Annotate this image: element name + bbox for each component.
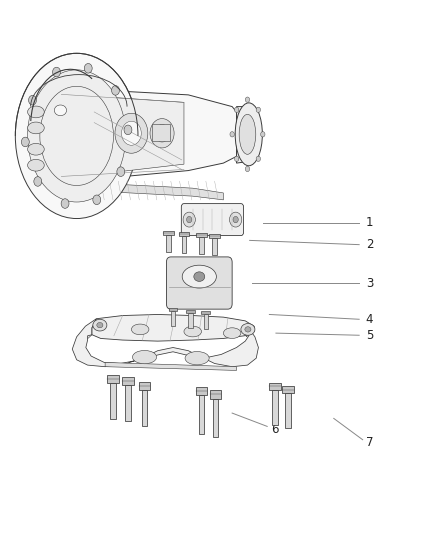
Ellipse shape xyxy=(28,143,44,155)
Ellipse shape xyxy=(182,265,216,288)
Ellipse shape xyxy=(261,132,265,137)
Ellipse shape xyxy=(241,324,255,335)
FancyBboxPatch shape xyxy=(196,233,207,237)
Ellipse shape xyxy=(132,351,157,364)
Text: 2: 2 xyxy=(366,238,373,251)
Polygon shape xyxy=(92,314,254,341)
Ellipse shape xyxy=(21,137,29,147)
Ellipse shape xyxy=(28,95,36,105)
Ellipse shape xyxy=(245,97,250,102)
Text: 6: 6 xyxy=(272,423,279,436)
FancyBboxPatch shape xyxy=(122,377,134,385)
Ellipse shape xyxy=(155,124,169,142)
Ellipse shape xyxy=(93,319,107,331)
Polygon shape xyxy=(246,326,254,337)
Ellipse shape xyxy=(184,326,201,337)
FancyBboxPatch shape xyxy=(269,383,281,390)
Polygon shape xyxy=(237,107,254,163)
Ellipse shape xyxy=(234,156,239,161)
FancyBboxPatch shape xyxy=(179,232,189,236)
Ellipse shape xyxy=(230,212,242,227)
Polygon shape xyxy=(213,399,218,437)
Polygon shape xyxy=(199,395,204,434)
Polygon shape xyxy=(72,319,258,367)
FancyBboxPatch shape xyxy=(163,231,174,235)
Ellipse shape xyxy=(84,63,92,73)
Ellipse shape xyxy=(28,159,44,171)
Polygon shape xyxy=(171,311,175,326)
FancyBboxPatch shape xyxy=(152,124,170,141)
Ellipse shape xyxy=(194,272,205,281)
Ellipse shape xyxy=(185,352,209,365)
Polygon shape xyxy=(110,383,116,419)
FancyBboxPatch shape xyxy=(282,386,294,393)
Polygon shape xyxy=(212,238,217,255)
Ellipse shape xyxy=(61,199,69,208)
FancyBboxPatch shape xyxy=(166,257,232,309)
FancyBboxPatch shape xyxy=(169,308,177,311)
Ellipse shape xyxy=(112,86,120,95)
Text: 1: 1 xyxy=(366,216,373,229)
FancyBboxPatch shape xyxy=(186,310,195,313)
Polygon shape xyxy=(142,390,147,426)
Ellipse shape xyxy=(115,114,148,154)
Ellipse shape xyxy=(234,107,239,112)
Ellipse shape xyxy=(187,216,192,223)
FancyBboxPatch shape xyxy=(138,382,151,390)
Ellipse shape xyxy=(121,122,141,146)
Ellipse shape xyxy=(239,114,256,155)
Ellipse shape xyxy=(183,212,195,227)
FancyBboxPatch shape xyxy=(195,387,208,395)
Text: 7: 7 xyxy=(366,436,373,449)
Polygon shape xyxy=(181,236,187,253)
Ellipse shape xyxy=(230,132,234,137)
Ellipse shape xyxy=(28,122,44,134)
Ellipse shape xyxy=(40,86,113,185)
Ellipse shape xyxy=(54,105,67,116)
FancyBboxPatch shape xyxy=(209,390,222,399)
Ellipse shape xyxy=(131,324,149,335)
Polygon shape xyxy=(125,385,131,421)
Polygon shape xyxy=(199,237,204,254)
FancyBboxPatch shape xyxy=(201,311,210,314)
Text: 4: 4 xyxy=(366,313,373,326)
Polygon shape xyxy=(61,88,240,182)
Ellipse shape xyxy=(15,53,138,219)
Polygon shape xyxy=(204,314,208,329)
Ellipse shape xyxy=(235,103,262,166)
Polygon shape xyxy=(105,362,237,370)
Ellipse shape xyxy=(93,195,101,205)
Ellipse shape xyxy=(28,106,44,118)
FancyBboxPatch shape xyxy=(209,235,220,238)
Polygon shape xyxy=(92,96,184,175)
Text: 5: 5 xyxy=(366,329,373,342)
FancyBboxPatch shape xyxy=(181,204,244,236)
Ellipse shape xyxy=(256,156,261,161)
Ellipse shape xyxy=(223,328,241,338)
Ellipse shape xyxy=(245,327,251,332)
Polygon shape xyxy=(166,235,171,252)
Ellipse shape xyxy=(34,176,42,186)
Ellipse shape xyxy=(124,125,132,135)
Text: 3: 3 xyxy=(366,277,373,289)
Ellipse shape xyxy=(150,118,174,148)
Ellipse shape xyxy=(245,166,250,172)
Ellipse shape xyxy=(233,216,238,223)
Polygon shape xyxy=(83,328,92,343)
Polygon shape xyxy=(272,390,278,425)
Ellipse shape xyxy=(53,67,60,77)
Polygon shape xyxy=(286,393,291,428)
Ellipse shape xyxy=(256,107,261,112)
Ellipse shape xyxy=(28,70,126,202)
FancyBboxPatch shape xyxy=(107,375,119,383)
Ellipse shape xyxy=(117,167,125,176)
Ellipse shape xyxy=(97,322,103,328)
Polygon shape xyxy=(188,313,193,328)
Polygon shape xyxy=(57,181,223,200)
